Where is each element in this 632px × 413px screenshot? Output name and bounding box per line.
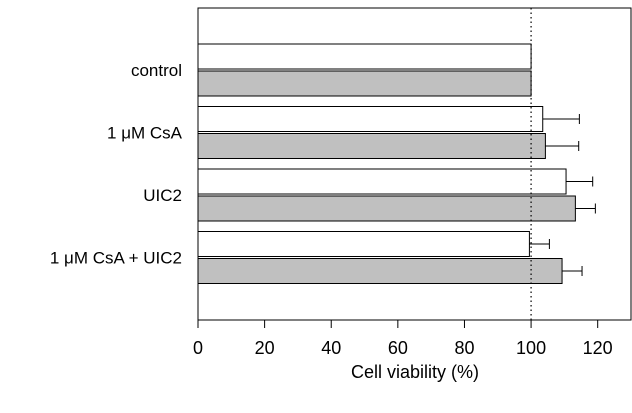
category-label: 1 μM CsA bbox=[107, 124, 183, 143]
x-tick-label: 60 bbox=[388, 338, 408, 358]
bar-3-1 bbox=[197, 168, 567, 195]
x-tick-label: 120 bbox=[583, 338, 613, 358]
bar-4-2 bbox=[197, 258, 563, 284]
x-axis-label: Cell viability (%) bbox=[351, 362, 479, 382]
bar-2-1 bbox=[197, 106, 544, 132]
category-label: 1 μM CsA + UIC2 bbox=[50, 249, 182, 268]
category-labels: control 1 μM CsA UIC2 1 μM CsA + UIC2 bbox=[50, 61, 183, 268]
plot-frame bbox=[197, 7, 632, 321]
x-tick-label: 100 bbox=[516, 338, 546, 358]
category-label: UIC2 bbox=[143, 186, 182, 205]
x-tick-label: 40 bbox=[321, 338, 341, 358]
bar-1-1 bbox=[197, 43, 532, 70]
bar-2-2 bbox=[197, 133, 546, 159]
x-tick-label: 20 bbox=[255, 338, 275, 358]
bar-4-1 bbox=[197, 231, 530, 257]
bar-1-2 bbox=[197, 70, 532, 97]
x-tick-label: 80 bbox=[454, 338, 474, 358]
x-axis-ticks: 0 20 40 60 80 100 120 bbox=[193, 320, 613, 358]
x-tick-label: 0 bbox=[193, 338, 203, 358]
category-label: control bbox=[131, 61, 182, 80]
bars-layer bbox=[197, 43, 596, 284]
bar-3-2 bbox=[197, 195, 576, 222]
